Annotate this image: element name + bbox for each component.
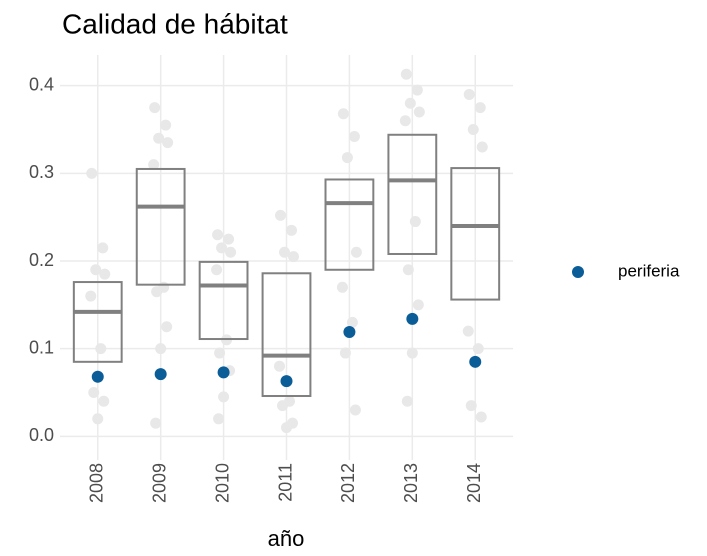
background-point (346, 316, 358, 328)
background-point (149, 102, 161, 114)
x-tick-label: 2008 (87, 463, 107, 503)
background-point (275, 209, 286, 221)
x-tick-label: 2011 (275, 463, 295, 502)
background-point (160, 119, 172, 131)
point (154, 368, 167, 381)
y-tick-label: 0.4 (29, 74, 54, 94)
x-tick-label: 2013 (401, 463, 421, 503)
background-point (467, 124, 479, 136)
x-axis-label: año (268, 526, 305, 551)
background-point (277, 400, 288, 412)
background-point (151, 286, 163, 298)
x-tick-label: 2014 (464, 463, 484, 503)
background-point (162, 137, 174, 149)
background-point (225, 246, 237, 258)
background-point (212, 229, 224, 241)
point (91, 370, 104, 383)
background-point (99, 268, 111, 280)
background-point (402, 264, 414, 276)
point (217, 366, 230, 379)
background-point (462, 325, 474, 337)
background-point (279, 246, 290, 258)
background-point (92, 413, 104, 425)
point (280, 375, 293, 388)
background-point (95, 343, 107, 355)
background-point (223, 233, 235, 245)
box (198, 260, 249, 341)
background-point (218, 391, 230, 403)
point (343, 326, 356, 339)
background-point (211, 264, 223, 276)
background-point (216, 242, 228, 254)
background-point (281, 422, 292, 434)
background-point (213, 413, 225, 425)
background-point (399, 115, 411, 127)
y-tick-label: 0.3 (29, 162, 54, 182)
box (324, 178, 375, 271)
background-point (336, 281, 348, 293)
background-point (274, 360, 285, 372)
background-point (411, 84, 423, 96)
background-point (286, 224, 297, 236)
y-tick-label: 0.2 (29, 250, 54, 270)
background-point (409, 216, 421, 228)
background-point (404, 97, 416, 109)
box (261, 272, 312, 398)
x-tick-label: 2010 (212, 463, 232, 503)
box (135, 167, 186, 286)
background-point (337, 108, 349, 120)
background-point (474, 102, 486, 114)
background-point (155, 343, 167, 355)
background-point (97, 242, 109, 254)
legend-marker (572, 266, 584, 278)
background-point (85, 290, 97, 302)
chart-title: Calidad de hábitat (62, 8, 288, 39)
background-point (412, 299, 424, 311)
background-point (148, 159, 160, 171)
background-point (348, 131, 360, 143)
background-point (401, 395, 413, 407)
background-point (90, 264, 102, 276)
box (72, 281, 123, 363)
point (469, 355, 482, 368)
point (406, 312, 419, 325)
background-point (406, 347, 418, 359)
background-point (349, 404, 361, 416)
background-point (339, 347, 351, 359)
background-point (400, 68, 412, 80)
background-point (472, 343, 484, 355)
background-point (476, 141, 488, 153)
background-point (88, 387, 100, 398)
background-point (161, 321, 173, 333)
background-point (86, 167, 98, 179)
y-tick-label: 0.0 (29, 425, 54, 445)
background-point (463, 88, 475, 100)
box (387, 133, 438, 255)
background-point (214, 347, 226, 359)
background-point (98, 395, 110, 407)
box (450, 167, 501, 301)
background-point (288, 251, 299, 263)
legend-label: periferia (618, 261, 680, 280)
background-point (413, 106, 425, 118)
x-tick-label: 2009 (149, 463, 169, 503)
y-tick-label: 0.1 (29, 337, 54, 357)
background-point (341, 152, 353, 164)
x-tick-label: 2012 (338, 463, 358, 503)
background-point (350, 246, 362, 258)
background-point (465, 400, 477, 412)
background-point (150, 417, 162, 429)
background-point (475, 411, 487, 423)
background-point (153, 132, 165, 144)
